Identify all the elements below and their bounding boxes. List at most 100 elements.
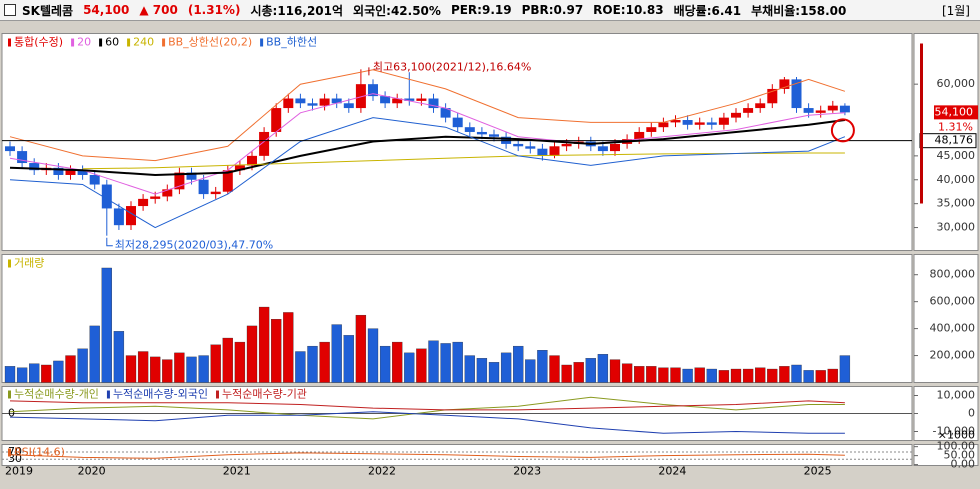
axis-panel	[913, 444, 979, 466]
stat: 외국인:42.50%	[353, 3, 441, 18]
y-tick-label: 60,000	[937, 77, 976, 90]
annotation: 최저28,295(2020/03),47.70%	[115, 239, 273, 252]
y-tick-label: 0	[968, 407, 975, 420]
volume-bar	[41, 364, 52, 383]
legend-swatch	[8, 38, 11, 47]
candle-body	[791, 79, 802, 109]
volume-bar	[537, 350, 548, 383]
candle-body	[634, 131, 645, 140]
candle-body	[464, 127, 475, 132]
volume-bar	[815, 370, 826, 383]
volume-bar	[621, 363, 633, 383]
candle-body	[452, 117, 463, 128]
candle-body	[174, 172, 185, 190]
header: SK텔레콤 54,100 ▲ 700 (1.31%) 시총:116,201억 외…	[0, 0, 980, 21]
change-pct: (1.31%)	[187, 3, 241, 17]
volume-bar	[730, 368, 742, 383]
volume-bar	[827, 368, 838, 383]
indicator-line	[9, 119, 846, 177]
volume-bar	[295, 351, 306, 383]
volume-bar	[174, 352, 185, 383]
x-tick-label: 2021	[223, 465, 251, 478]
y-tick-label: 100.00	[937, 440, 976, 453]
period[interactable]: [1월]	[941, 3, 970, 18]
y-tick-label: 40,000	[937, 173, 976, 186]
volume-bar	[440, 343, 451, 383]
candle-body	[731, 112, 741, 118]
volume-bar	[573, 362, 584, 383]
volume-bar	[597, 354, 609, 383]
volume-bar	[767, 368, 778, 383]
price: 54,100	[83, 3, 130, 17]
volume-bar	[694, 367, 705, 383]
volume-bar	[4, 366, 16, 383]
legend-label: BB_하한선	[266, 35, 317, 49]
legend-swatch	[216, 390, 219, 399]
candle-body	[331, 98, 342, 104]
price-label: 54,100	[935, 105, 974, 118]
volume-bar	[428, 340, 439, 383]
volume-bar	[162, 359, 173, 383]
legend-label: 누적순매수량-외국인	[113, 388, 208, 401]
candle-body	[743, 108, 754, 113]
y-tick-label: 45,000	[937, 149, 976, 162]
volume-bar	[609, 359, 621, 383]
stat: ROE:10.83	[593, 3, 664, 17]
volume-bar	[331, 324, 342, 383]
chart: 30,000 35,000 40,000 45,000 60,000 통합(수정) 20 60…	[1, 33, 979, 478]
candle-body	[101, 184, 112, 209]
candle-body	[779, 79, 790, 89]
y-tick-label: 0.00	[951, 458, 976, 471]
volume-bar	[379, 345, 391, 383]
volume-bar	[150, 356, 161, 383]
candle-body	[113, 208, 124, 226]
cursor-label: 48,176	[935, 134, 974, 147]
volume-bar	[718, 370, 730, 383]
unit-label: ×1000	[938, 429, 975, 442]
candle-body	[319, 98, 330, 106]
x-tick-label: 2020	[78, 465, 106, 478]
panel	[1, 33, 913, 251]
candle-body	[706, 122, 717, 125]
candle-body	[416, 98, 427, 101]
volume-bar	[89, 325, 100, 383]
page: SK텔레콤 54,100 ▲ 700 (1.31%) 시총:116,201억 외…	[0, 0, 980, 478]
y-tick-label: 30,000	[937, 221, 976, 234]
volume-bar	[101, 267, 112, 383]
candle-body	[489, 134, 499, 137]
volume-bar	[525, 359, 536, 383]
candle-body	[392, 98, 403, 104]
candle-body	[186, 172, 197, 180]
volume-bar	[476, 358, 488, 383]
volume-bar	[670, 367, 681, 383]
volume-bar	[500, 352, 512, 383]
volume-bar	[283, 312, 294, 383]
series-line	[9, 400, 845, 411]
series-line	[9, 411, 845, 434]
y-tick-label: 800,000	[930, 268, 976, 281]
y-tick-label: 10,000	[937, 389, 976, 402]
candle-body	[368, 84, 378, 97]
stat: 시총:116,201억	[250, 3, 344, 18]
legend-swatch	[106, 390, 110, 399]
legend-swatch	[127, 38, 131, 47]
candle-body	[271, 108, 282, 132]
candle-body	[150, 196, 161, 199]
x-tick-label: 2022	[368, 465, 396, 478]
stat: PBR:0.97	[521, 3, 584, 17]
candle-body	[295, 98, 306, 104]
y-tick-label: 400,000	[930, 322, 976, 335]
axis-panel	[913, 386, 979, 441]
candle-body	[307, 103, 318, 106]
candle-body	[610, 143, 620, 152]
candle-body	[537, 148, 548, 156]
candle-body	[549, 146, 560, 156]
legend-label: 누적순매수량-개인	[14, 388, 99, 401]
checkbox[interactable]	[4, 4, 16, 16]
candle-body	[646, 127, 657, 132]
candle-body	[138, 198, 149, 207]
candle-body	[222, 170, 233, 192]
stat: 부채비율:158.00	[751, 3, 847, 18]
legend-swatch	[99, 38, 103, 47]
legend-swatch	[8, 390, 11, 399]
